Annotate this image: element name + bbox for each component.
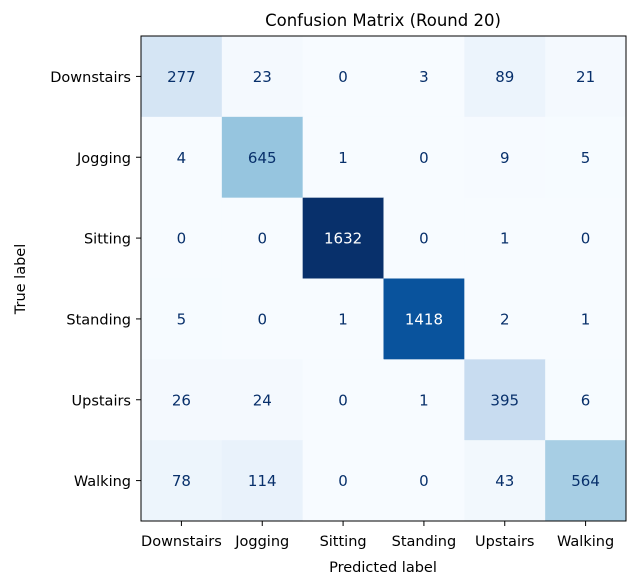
cell-value-label: 1 — [500, 230, 510, 248]
cell-value-label: 564 — [571, 472, 600, 490]
cell-value-label: 0 — [338, 68, 348, 86]
heatmap-cell-labels: 277 23 0 3 89 214 645 1 0 9 50 0 1632 0 1 05 0 1 1418 2 126 2… — [167, 68, 600, 490]
heatmap-cell — [302, 116, 384, 199]
heatmap-cell — [141, 440, 223, 522]
cell-value-label: 114 — [248, 472, 277, 490]
heatmap-cell — [141, 359, 223, 441]
heatmap-cell — [141, 278, 223, 360]
cell-value-label: 1418 — [405, 310, 443, 328]
cell-value-label: 43 — [495, 472, 514, 490]
heatmap-cell — [383, 278, 465, 360]
plot-frame — [140, 35, 627, 522]
cell-value-label: 1 — [338, 149, 348, 167]
heatmap-cell — [545, 197, 627, 279]
heatmap-cell — [383, 359, 465, 441]
cell-value-label: 0 — [419, 230, 429, 248]
x-tick-label: Upstairs — [475, 534, 535, 550]
cell-value-label: 26 — [172, 391, 191, 409]
heatmap-cell — [545, 36, 627, 118]
heatmap-cell — [302, 278, 384, 360]
heatmap-cell — [464, 36, 546, 118]
y-tick-label: Upstairs — [72, 393, 132, 409]
cell-value-label: 277 — [167, 68, 196, 86]
y-axis-label: True label — [13, 244, 29, 315]
heatmap-cell — [302, 440, 384, 522]
cell-value-label: 4 — [177, 149, 187, 167]
heatmap-cell — [302, 36, 384, 118]
cell-value-label: 21 — [576, 68, 595, 86]
cell-value-label: 1632 — [324, 230, 362, 248]
heatmap-cells — [141, 36, 627, 522]
heatmap-cell — [221, 116, 304, 199]
y-tick-label: Walking — [74, 474, 131, 490]
cell-value-label: 23 — [253, 68, 272, 86]
heatmap-cell — [464, 197, 546, 279]
y-tick-label: Sitting — [84, 232, 131, 248]
cell-value-label: 0 — [177, 230, 187, 248]
heatmap-cell — [545, 116, 627, 199]
heatmap-cell — [221, 197, 304, 279]
cell-value-label: 645 — [248, 149, 277, 167]
heatmap-cell — [545, 359, 627, 441]
y-axis-ticks: Downstairs Jogging Sitting Standing Upstairs… — [50, 70, 141, 490]
heatmap-cell — [221, 440, 304, 522]
cell-value-label: 3 — [419, 68, 429, 86]
cell-value-label: 1 — [581, 310, 591, 328]
x-tick-label: Downstairs — [141, 534, 222, 550]
cell-value-label: 0 — [257, 230, 267, 248]
x-tick-label: Walking — [557, 534, 614, 550]
heatmap-cell — [545, 440, 627, 522]
cell-value-label: 24 — [253, 391, 272, 409]
heatmap-cell — [141, 197, 223, 279]
cell-value-label: 0 — [257, 310, 267, 328]
heatmap-cell — [141, 36, 223, 118]
cell-value-label: 78 — [172, 472, 191, 490]
cell-value-label: 395 — [490, 391, 519, 409]
x-tick-label: Standing — [392, 534, 457, 550]
chart-title: Confusion Matrix (Round 20) — [265, 11, 501, 30]
heatmap-cell — [383, 116, 465, 199]
cell-value-label: 0 — [419, 149, 429, 167]
cell-value-label: 0 — [419, 472, 429, 490]
y-tick-label: Downstairs — [50, 70, 131, 86]
x-tick-label: Jogging — [234, 534, 289, 550]
heatmap-cell — [221, 36, 304, 118]
x-axis-ticks: Downstairs Jogging Sitting Standing Upstairs… — [141, 521, 614, 550]
heatmap-cell — [383, 197, 465, 279]
heatmap-cell — [383, 440, 465, 522]
heatmap-cell — [141, 116, 223, 199]
x-axis-label: Predicted label — [329, 560, 437, 576]
cell-value-label: 0 — [338, 391, 348, 409]
cell-value-label: 5 — [177, 310, 187, 328]
heatmap-cell — [464, 278, 546, 360]
cell-value-label: 0 — [581, 230, 591, 248]
heatmap-cell — [221, 278, 304, 360]
heatmap-cell — [545, 278, 627, 360]
cell-value-label: 9 — [500, 149, 510, 167]
heatmap-cell — [302, 359, 384, 441]
cell-value-label: 6 — [581, 391, 591, 409]
x-tick-label: Sitting — [320, 534, 367, 550]
heatmap-cell — [383, 36, 465, 118]
cell-value-label: 5 — [581, 149, 591, 167]
y-tick-label: Jogging — [76, 151, 131, 167]
cell-value-label: 2 — [500, 310, 510, 328]
heatmap-cell — [464, 440, 546, 522]
cell-value-label: 1 — [338, 310, 348, 328]
heatmap-cell — [302, 197, 384, 279]
heatmap-cell — [221, 359, 304, 441]
cell-value-label: 89 — [495, 68, 514, 86]
cell-value-label: 0 — [338, 472, 348, 490]
heatmap-cell — [464, 359, 546, 441]
y-tick-label: Standing — [66, 312, 131, 328]
heatmap-cell — [464, 116, 546, 199]
cell-value-label: 1 — [419, 391, 429, 409]
